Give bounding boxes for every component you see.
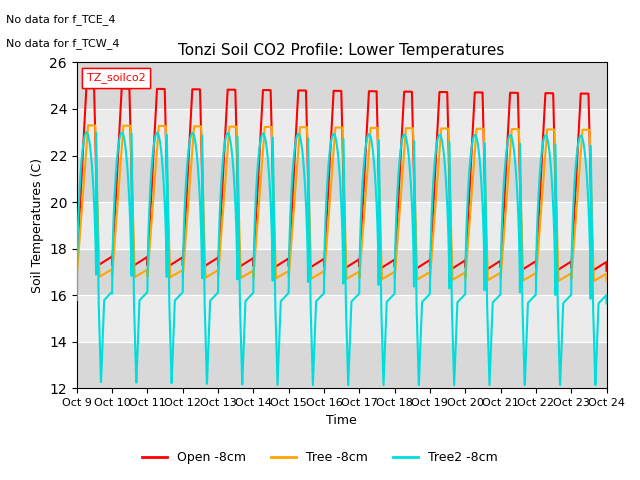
Tree2 -8cm xyxy=(403,137,410,143)
Open -8cm xyxy=(602,259,610,265)
Title: Tonzi Soil CO2 Profile: Lower Temperatures: Tonzi Soil CO2 Profile: Lower Temperatur… xyxy=(179,44,505,59)
Y-axis label: Soil Temperatures (C): Soil Temperatures (C) xyxy=(31,158,44,293)
Tree2 -8cm xyxy=(221,140,228,145)
Tree -8cm xyxy=(84,122,92,128)
Text: No data for f_TCW_4: No data for f_TCW_4 xyxy=(6,38,120,49)
Tree2 -8cm xyxy=(603,300,611,306)
Tree -8cm xyxy=(403,125,410,131)
Tree2 -8cm xyxy=(602,292,610,298)
Legend: Open -8cm, Tree -8cm, Tree2 -8cm: Open -8cm, Tree -8cm, Tree2 -8cm xyxy=(137,446,503,469)
Open -8cm xyxy=(73,262,81,268)
Tree -8cm xyxy=(602,271,610,277)
Open -8cm xyxy=(221,137,228,143)
Bar xyxy=(77,342,607,388)
Bar xyxy=(77,156,607,202)
Open -8cm xyxy=(603,268,611,274)
Legend: TZ_soilco2: TZ_soilco2 xyxy=(83,68,150,88)
Text: No data for f_TCE_4: No data for f_TCE_4 xyxy=(6,14,116,25)
Open -8cm xyxy=(394,217,401,223)
Bar xyxy=(77,202,607,249)
Line: Tree -8cm: Tree -8cm xyxy=(77,125,607,281)
Open -8cm xyxy=(83,85,90,91)
Tree2 -8cm xyxy=(552,215,560,220)
Tree -8cm xyxy=(552,201,560,206)
Open -8cm xyxy=(403,89,410,95)
Tree2 -8cm xyxy=(187,135,195,141)
Bar xyxy=(77,109,607,156)
Line: Tree2 -8cm: Tree2 -8cm xyxy=(77,132,607,385)
Tree2 -8cm xyxy=(309,382,317,388)
Tree -8cm xyxy=(187,172,195,178)
Tree -8cm xyxy=(221,184,228,190)
Bar xyxy=(77,62,607,109)
X-axis label: Time: Time xyxy=(326,414,357,427)
Tree2 -8cm xyxy=(73,297,81,303)
Tree -8cm xyxy=(73,274,81,279)
Line: Open -8cm: Open -8cm xyxy=(77,88,607,271)
Bar xyxy=(77,295,607,342)
Bar xyxy=(77,249,607,295)
Tree2 -8cm xyxy=(394,190,401,195)
Tree -8cm xyxy=(603,278,611,284)
Open -8cm xyxy=(187,121,195,127)
Tree -8cm xyxy=(394,242,401,248)
Tree2 -8cm xyxy=(83,130,90,135)
Open -8cm xyxy=(552,221,560,227)
